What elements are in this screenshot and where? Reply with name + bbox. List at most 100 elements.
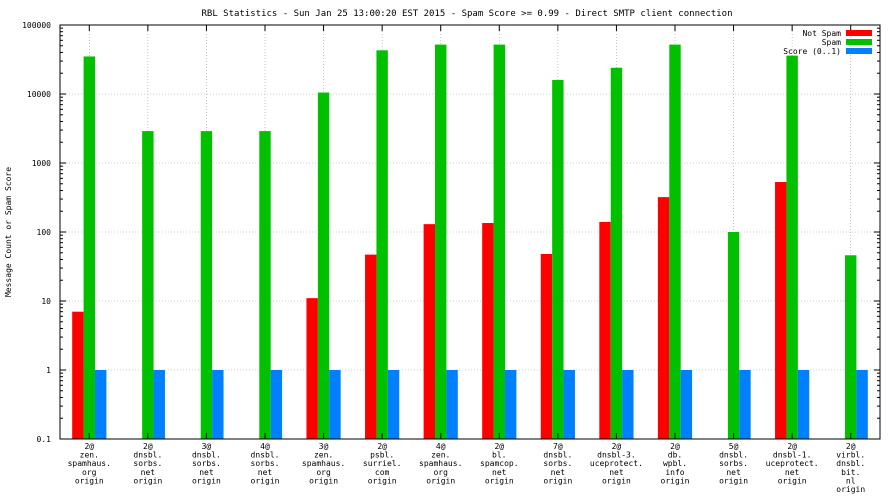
bar-not-spam xyxy=(657,197,670,439)
bar-not-spam xyxy=(775,182,787,439)
x-tick-label-line: 2@ xyxy=(612,442,622,451)
x-tick-label-line: origin xyxy=(661,476,690,485)
x-tick-label-line: origin xyxy=(836,485,865,494)
bar-spam xyxy=(259,131,271,439)
x-tick-label-line: bl. xyxy=(492,451,506,460)
x-tick-label: 2@ dnsbl. sorbs. net origin xyxy=(133,442,162,485)
x-tick-label: 4@ dnsbl. sorbs. net origin xyxy=(251,442,280,485)
x-tick-label-line: uceprotect. xyxy=(590,459,643,468)
bar-score-0-1 xyxy=(329,370,341,439)
legend-label: Spam xyxy=(822,38,841,47)
x-tick-label-line: db. xyxy=(668,451,682,460)
x-tick-label-line: 5@ xyxy=(729,442,739,451)
y-tick-label: 1000 xyxy=(32,159,51,168)
x-tick-label-line: 2@ xyxy=(84,442,94,451)
x-tick-label-line: origin xyxy=(602,476,631,485)
x-tick-label-line: psbl. xyxy=(370,451,394,460)
x-tick-label-line: wpbl. xyxy=(663,459,687,468)
bar-spam xyxy=(317,92,330,440)
x-tick-label-line: sorbs. xyxy=(192,459,221,468)
bar-score-0-1 xyxy=(622,370,634,439)
bar-score-0-1 xyxy=(856,370,868,439)
x-tick-label-line: net xyxy=(609,468,624,477)
x-tick-label-line: 4@ xyxy=(260,442,270,451)
bar-score-0-1 xyxy=(739,370,751,439)
x-tick-label: 2@ dnsbl-1. uceprotect. net origin xyxy=(766,442,819,485)
bar-not-spam xyxy=(306,298,318,439)
bar-spam xyxy=(610,67,623,439)
x-tick-label-line: 3@ xyxy=(202,442,212,451)
bar-not-spam xyxy=(482,223,494,439)
x-tick-label-line: net xyxy=(551,468,566,477)
x-tick-label-line: zen. xyxy=(80,451,99,460)
x-tick-label: 2@ bl. spamcop. net origin xyxy=(480,442,519,485)
bar-not-spam xyxy=(599,221,611,439)
x-tick-label-line: net xyxy=(141,468,156,477)
x-tick-label-line: 2@ xyxy=(670,442,680,451)
x-tick-label-line: origin xyxy=(368,476,397,485)
x-tick-label-line: dnsbl. xyxy=(543,451,572,460)
x-tick-label: 7@ dnsbl. sorbs. net origin xyxy=(543,442,572,485)
x-tick-label-line: 2@ xyxy=(787,442,797,451)
x-tick-label-line: 2@ xyxy=(494,442,504,451)
bar-not-spam xyxy=(365,254,377,439)
bar-spam xyxy=(142,131,154,439)
x-tick-label-line: 4@ xyxy=(436,442,446,451)
x-tick-label-line: origin xyxy=(778,476,807,485)
x-tick-label-line: origin xyxy=(192,476,221,485)
bars-layer xyxy=(72,44,868,440)
x-tick-label-line: net xyxy=(726,468,741,477)
x-tick-label-line: org xyxy=(82,468,97,477)
legend-label: Not Spam xyxy=(802,29,841,38)
x-tick-label-line: com xyxy=(375,468,390,477)
x-tick-label-line: dnsbl. xyxy=(192,451,221,460)
bar-spam xyxy=(786,55,798,440)
bar-spam xyxy=(727,232,740,439)
x-tick-label-line: nl xyxy=(846,476,856,485)
y-tick-label: 1 xyxy=(46,366,51,375)
x-tick-label: 3@ dnsbl. sorbs. net origin xyxy=(192,442,221,485)
x-tick-label-line: origin xyxy=(543,476,572,485)
x-tick-label: 2@ psbl. surriel. com origin xyxy=(363,442,402,485)
x-tick-label-line: origin xyxy=(719,476,748,485)
x-tick-label-line: dnsbl. xyxy=(133,451,162,460)
x-tick-label-line: dnsbl. xyxy=(719,451,748,460)
legend-swatch xyxy=(846,39,872,45)
x-tick-label-line: 2@ xyxy=(143,442,153,451)
x-tick-label: 4@ zen. spamhaus. org origin xyxy=(419,442,462,485)
y-tick-label: 10000 xyxy=(27,90,51,99)
x-tick-label-line: sorbs. xyxy=(133,459,162,468)
grid-lines xyxy=(60,25,880,439)
bar-score-0-1 xyxy=(563,370,575,439)
y-tick-label: 100000 xyxy=(22,21,51,30)
x-tick-label-line: bit. xyxy=(841,468,860,477)
x-tick-label-line: origin xyxy=(133,476,162,485)
x-tick-label: 5@ dnsbl. sorbs. net origin xyxy=(719,442,748,485)
x-tick-label-line: zen. xyxy=(431,451,450,460)
y-axis-label: Message Count or Spam Score xyxy=(4,167,13,297)
x-tick-label-line: sorbs. xyxy=(251,459,280,468)
x-tick-label-line: net xyxy=(785,468,800,477)
bar-spam xyxy=(845,255,857,439)
y-tick-label: 0.1 xyxy=(37,435,52,444)
x-tick-label-line: org xyxy=(316,468,331,477)
bar-spam xyxy=(83,56,95,440)
x-tick-label-line: 7@ xyxy=(553,442,563,451)
x-tick-label-line: 2@ xyxy=(377,442,387,451)
x-tick-label: 3@ zen. spamhaus. org origin xyxy=(302,442,345,485)
bar-score-0-1 xyxy=(212,370,224,439)
x-tick-label-line: spamhaus. xyxy=(302,459,345,468)
x-tick-label-line: sorbs. xyxy=(543,459,572,468)
x-tick-label-line: net xyxy=(199,468,214,477)
x-tick-label-line: spamhaus. xyxy=(68,459,111,468)
x-tick-label-line: surriel. xyxy=(363,459,402,468)
x-tick-label: 2@ db. wpbl. info origin xyxy=(661,442,690,485)
x-tick-label-line: 3@ xyxy=(319,442,329,451)
x-tick-label-line: uceprotect. xyxy=(766,459,819,468)
bar-spam xyxy=(376,50,388,439)
x-tick-label-line: spamhaus. xyxy=(419,459,462,468)
legend-swatch xyxy=(846,48,872,54)
bar-spam xyxy=(435,44,447,440)
x-tick-label: 2@ virbl. dnsbl. bit. nl origin xyxy=(836,442,865,494)
